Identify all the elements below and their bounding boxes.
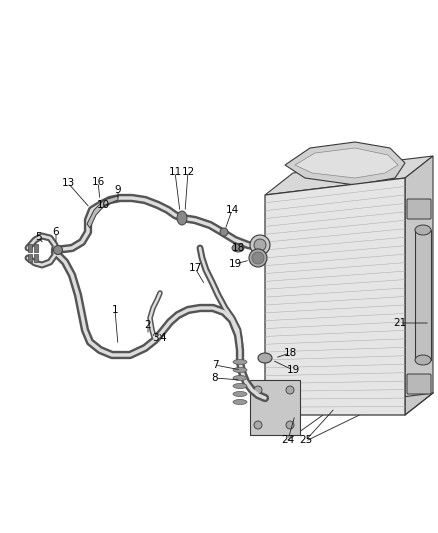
Ellipse shape (415, 355, 431, 365)
Polygon shape (295, 148, 398, 178)
Text: 5: 5 (35, 232, 41, 242)
Text: 19: 19 (228, 259, 242, 269)
Text: 1: 1 (112, 305, 118, 315)
Text: 17: 17 (188, 263, 201, 273)
Ellipse shape (233, 367, 247, 373)
Ellipse shape (53, 246, 63, 254)
Text: 8: 8 (212, 373, 218, 383)
Text: 25: 25 (300, 435, 313, 445)
Ellipse shape (233, 400, 247, 405)
Bar (415, 230, 431, 360)
Bar (28, 254, 32, 262)
Text: 3: 3 (152, 333, 158, 343)
Polygon shape (87, 196, 118, 228)
Ellipse shape (233, 384, 247, 389)
Text: 18: 18 (283, 348, 297, 358)
Ellipse shape (233, 376, 247, 381)
Text: 19: 19 (286, 365, 300, 375)
Circle shape (254, 386, 262, 394)
Circle shape (286, 386, 294, 394)
Text: 7: 7 (212, 360, 218, 370)
Bar (34, 244, 38, 252)
Text: 14: 14 (226, 205, 239, 215)
Circle shape (286, 421, 294, 429)
Ellipse shape (177, 211, 187, 225)
Ellipse shape (232, 244, 244, 252)
Text: 21: 21 (393, 318, 406, 328)
Text: 12: 12 (181, 167, 194, 177)
Text: 4: 4 (160, 333, 166, 343)
Polygon shape (265, 178, 405, 415)
Polygon shape (265, 156, 433, 195)
Bar (250, 380, 300, 435)
Ellipse shape (233, 392, 247, 397)
Text: 16: 16 (92, 177, 105, 187)
Text: 10: 10 (96, 200, 110, 210)
Bar (28, 244, 32, 252)
Ellipse shape (249, 249, 267, 267)
Ellipse shape (220, 228, 228, 236)
Polygon shape (405, 156, 433, 415)
Text: 6: 6 (53, 227, 59, 237)
Circle shape (254, 421, 262, 429)
Ellipse shape (415, 225, 431, 235)
Text: 2: 2 (145, 320, 151, 330)
Polygon shape (285, 142, 405, 185)
Ellipse shape (252, 252, 264, 264)
FancyBboxPatch shape (407, 374, 431, 394)
Ellipse shape (250, 235, 270, 255)
Bar (34, 254, 38, 262)
Ellipse shape (258, 353, 272, 363)
Ellipse shape (233, 359, 247, 365)
Text: 9: 9 (115, 185, 121, 195)
FancyBboxPatch shape (407, 199, 431, 219)
Ellipse shape (254, 239, 266, 251)
Text: 18: 18 (231, 243, 245, 253)
Text: 11: 11 (168, 167, 182, 177)
Text: 13: 13 (61, 178, 74, 188)
Text: 24: 24 (281, 435, 295, 445)
